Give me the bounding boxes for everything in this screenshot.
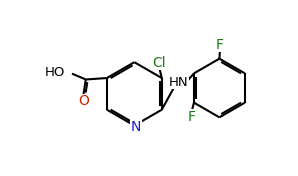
Text: HN: HN [169,76,189,89]
Text: HO: HO [45,66,65,79]
Text: O: O [78,94,89,108]
Text: Cl: Cl [153,56,166,70]
Text: F: F [188,110,196,124]
Text: N: N [131,120,141,134]
Text: F: F [216,38,224,52]
